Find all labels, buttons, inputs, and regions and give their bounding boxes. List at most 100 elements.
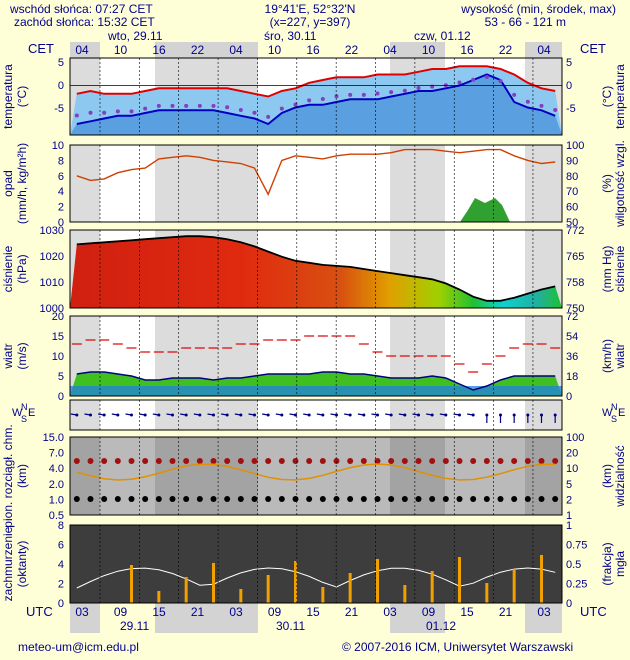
- precip-panel-frame: [69, 144, 563, 223]
- wind-arrow: [485, 413, 489, 423]
- wind-arrow: [467, 413, 475, 417]
- temperature-point: [539, 103, 544, 108]
- cloud-base-point: [360, 496, 367, 502]
- wind-arrow-head: [102, 413, 106, 417]
- temperature-point: [402, 88, 407, 93]
- pressure-tick-left: 1020: [40, 251, 64, 263]
- humidity-tick-right: 80: [566, 171, 578, 183]
- precip-tick-left: 6: [58, 171, 64, 183]
- temp-tick-right: -5: [566, 103, 576, 115]
- sunrise-text: wschód słońca: 07:27 CET: [10, 2, 153, 16]
- hour-label-top: 04: [75, 43, 89, 57]
- visibility-point: [169, 458, 176, 464]
- timezone-top-left: CET: [28, 41, 54, 56]
- hour-label-top: 04: [229, 43, 243, 57]
- visibility-point: [142, 458, 149, 464]
- compass-n-right: N: [611, 402, 618, 412]
- temperature-point: [334, 94, 339, 99]
- wind-arrow: [412, 413, 420, 417]
- hour-label-bottom: 09: [422, 605, 436, 619]
- wind-arrow: [139, 413, 147, 417]
- temperature-point: [143, 106, 148, 111]
- day-label-top: czw, 01.12: [414, 29, 471, 43]
- visibility-point: [251, 458, 258, 464]
- visibility-point: [429, 458, 436, 464]
- cloud-base-point: [538, 496, 545, 502]
- cloud-tick-left: 6: [58, 540, 64, 552]
- copyright-text: © 2007-2016 ICM, Uniwersytet Warszawski: [342, 640, 574, 654]
- visibility-point: [237, 458, 244, 464]
- wind-left-label: wiatr: [1, 343, 15, 369]
- visibility-point: [388, 458, 395, 464]
- wind-arrow: [330, 413, 338, 417]
- cloud-base-point: [319, 496, 326, 502]
- hour-label-top: 22: [345, 43, 359, 57]
- visibility-tick-right: 100: [566, 432, 584, 444]
- wind-arrow-head: [225, 413, 229, 417]
- pressure-tick-left: 1010: [40, 277, 64, 289]
- pressure-left-unit: (hPa): [15, 254, 29, 283]
- temp-tick-left: -5: [54, 103, 64, 115]
- cloud-base-point: [251, 496, 258, 502]
- hour-label-top: 04: [537, 43, 551, 57]
- wind-arrow-head: [485, 413, 489, 417]
- visibility-point: [333, 458, 340, 464]
- fog-bar: [376, 559, 379, 603]
- cloud-tick-left: 2: [58, 579, 64, 591]
- temperature-point: [115, 109, 120, 114]
- cloud-base-point: [524, 496, 531, 502]
- temperature-point: [389, 90, 394, 95]
- wind-arrow-head: [130, 413, 133, 417]
- hour-label-top: 16: [306, 43, 320, 57]
- visibility-point: [183, 458, 190, 464]
- cloud-base-point: [442, 496, 449, 502]
- clouds-left-unit: (oktanty): [15, 541, 29, 588]
- visibility-point: [497, 458, 504, 464]
- visibility-line: [76, 463, 556, 481]
- cloud-base-point: [169, 496, 176, 502]
- temperature-point: [553, 107, 558, 112]
- temperature-point: [170, 103, 175, 108]
- hour-label-bottom: 21: [345, 605, 359, 619]
- wind-arrow-head: [89, 413, 92, 417]
- contact-email[interactable]: meteo-um@icm.edu.pl: [18, 640, 139, 654]
- cloud-base-point: [374, 496, 381, 502]
- temperature-point: [279, 106, 284, 111]
- wind-arrow: [262, 413, 270, 417]
- pressure-panel-frame: [69, 229, 563, 309]
- cloud-base-point: [456, 496, 463, 502]
- wind-arrow-head: [253, 413, 256, 417]
- visibility-point: [87, 458, 94, 464]
- wind-arrow-head: [499, 413, 502, 417]
- compass-e-right: E: [618, 407, 625, 419]
- pressure-right-unit: (mm Hg): [600, 246, 614, 293]
- cloud-base-point: [265, 496, 272, 502]
- clouds-panel-frame: [69, 524, 563, 604]
- hour-label-top: 10: [422, 43, 436, 57]
- temperature-point: [348, 92, 353, 97]
- wind-tick-right: 0: [566, 391, 572, 403]
- visibility-point: [265, 458, 272, 464]
- humidity-tick-right: 100: [566, 140, 584, 152]
- temperature-point: [225, 105, 230, 110]
- fog-bar: [239, 589, 243, 603]
- temperature-min-line: [76, 73, 556, 126]
- fog-bar: [512, 569, 516, 603]
- wind-arrow: [398, 413, 407, 417]
- cloud-base-point: [511, 496, 518, 502]
- day-band-bottom: [525, 603, 562, 633]
- wind-arrow: [553, 413, 557, 423]
- wind-arrow-head: [280, 413, 284, 417]
- wind-arrow-head: [212, 413, 215, 417]
- temperature-min-area: [70, 74, 562, 135]
- wind-arrow-head: [540, 413, 543, 417]
- wind-arrow: [98, 413, 106, 417]
- hour-label-top: 10: [268, 43, 282, 57]
- cloud-base-point: [333, 496, 340, 502]
- cloud-base-point: [128, 496, 135, 502]
- wind-tick-left: 15: [52, 331, 64, 343]
- visibility-panel-bg: [70, 437, 562, 515]
- humidity-tick-right: 70: [566, 186, 578, 198]
- visibility-point: [306, 458, 313, 464]
